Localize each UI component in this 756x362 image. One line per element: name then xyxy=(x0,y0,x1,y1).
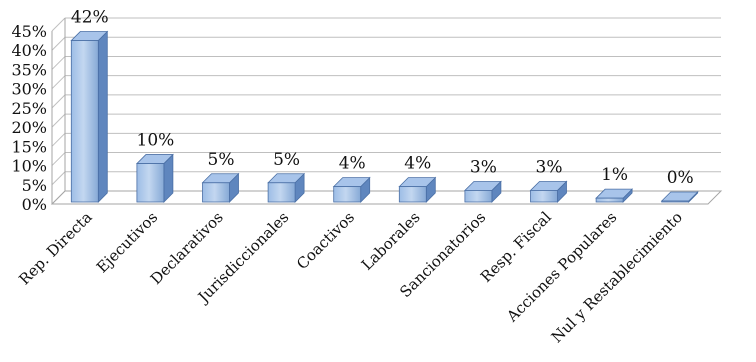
y-tick-label: 40% xyxy=(11,41,47,60)
axes xyxy=(50,18,723,205)
bar xyxy=(332,176,371,203)
x-tick-label: Coactivos xyxy=(293,208,358,273)
y-tick-label: 25% xyxy=(11,99,47,118)
y-tick-label: 5% xyxy=(22,176,47,195)
gridline-depth xyxy=(51,36,66,51)
bar-front xyxy=(202,182,230,203)
x-tick-label: Acciones Populares xyxy=(503,208,621,326)
bar-front xyxy=(136,163,165,203)
gridline-depth xyxy=(51,113,66,128)
bar-front xyxy=(464,190,493,203)
y-tick-label: 10% xyxy=(11,157,47,176)
bar xyxy=(660,191,699,203)
bar xyxy=(135,153,174,203)
gridline-depth xyxy=(51,152,66,166)
bar-front xyxy=(661,200,690,203)
x-tick-label: Nul y Restablecimiento xyxy=(548,208,686,346)
gridline-depth xyxy=(51,132,66,147)
y-tick-label: 15% xyxy=(11,137,47,156)
bar xyxy=(595,188,634,203)
y-tick-label: 20% xyxy=(11,118,47,137)
bar-front xyxy=(398,186,427,203)
gridline-depth xyxy=(51,17,66,32)
data-label: 1% xyxy=(601,165,628,185)
bars xyxy=(70,30,699,203)
x-tick-label: Rep. Directa xyxy=(15,208,95,288)
bar-front xyxy=(530,190,558,203)
data-label: 4% xyxy=(339,154,366,174)
bar xyxy=(463,180,502,203)
gridline-depth xyxy=(51,171,66,186)
floor xyxy=(50,190,723,205)
y-tick-label: 30% xyxy=(11,80,47,99)
y-tick-label: 0% xyxy=(22,195,47,214)
data-labels: 42% 10% 5% 5% 4% 4% 3% 3% 1% 0% xyxy=(71,8,694,188)
bar-top xyxy=(660,191,699,202)
gridline-depth xyxy=(51,75,66,90)
data-label: 5% xyxy=(273,150,300,170)
bar-front xyxy=(595,197,624,203)
bar xyxy=(529,180,568,203)
bar-front xyxy=(70,40,99,203)
bar xyxy=(70,30,109,203)
x-tick-label: Laborales xyxy=(358,208,424,274)
bar-front xyxy=(267,182,296,203)
bar-front xyxy=(333,186,362,203)
bar xyxy=(201,172,240,203)
bar xyxy=(398,176,437,203)
y-axis-tick-labels: 0%5%10%15%20%25%30%35%40%45% xyxy=(11,22,47,214)
data-label: 0% xyxy=(667,168,694,188)
x-axis-tick-labels: Rep. DirectaEjecutivosDeclarativosJurisd… xyxy=(15,208,686,346)
bar-side xyxy=(97,30,108,203)
data-label: 42% xyxy=(71,8,109,28)
data-label: 10% xyxy=(137,131,175,151)
y-tick-label: 35% xyxy=(11,60,47,79)
y-tick-label: 45% xyxy=(11,22,47,41)
x-tick-label: Ejecutivos xyxy=(93,208,161,276)
gridline-depth xyxy=(51,94,66,109)
data-label: 4% xyxy=(404,154,431,174)
gridlines xyxy=(51,17,721,205)
data-label: 3% xyxy=(470,157,497,177)
gridline-depth xyxy=(51,56,66,70)
data-label: 5% xyxy=(208,150,235,170)
data-label: 3% xyxy=(536,157,563,177)
bar xyxy=(267,172,306,203)
